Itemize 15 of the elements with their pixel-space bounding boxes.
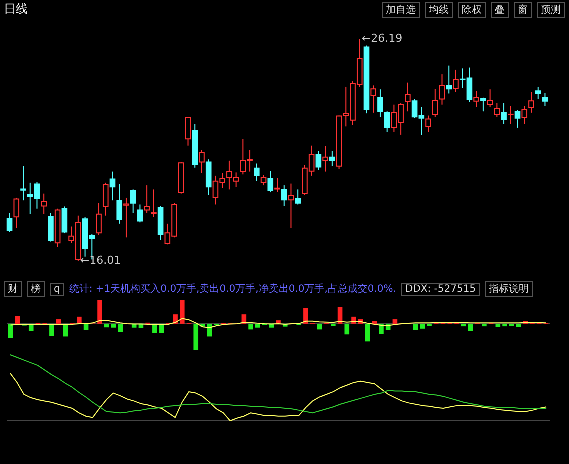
annotation: ←26.19 xyxy=(362,32,403,45)
text: q xyxy=(50,282,64,296)
chart-title: 日线 xyxy=(4,1,28,18)
text: 加自选 xyxy=(382,2,420,18)
text: 均线 xyxy=(425,2,453,18)
text: 窗 xyxy=(514,2,532,18)
text: 财 xyxy=(4,281,22,297)
text: 叠 xyxy=(491,2,509,18)
annotation: ←16.01 xyxy=(80,254,122,267)
text: DDX: -527515 xyxy=(401,282,480,296)
text: 统计: +1天机构买入0.0万手,卖出0.0万手,净卖出0.0万手,占总成交0.0%. xyxy=(69,282,396,296)
text: 预测 xyxy=(537,2,565,18)
text: 指标说明 xyxy=(485,281,534,297)
text: 榜 xyxy=(27,281,45,297)
text: 除权 xyxy=(458,2,486,18)
